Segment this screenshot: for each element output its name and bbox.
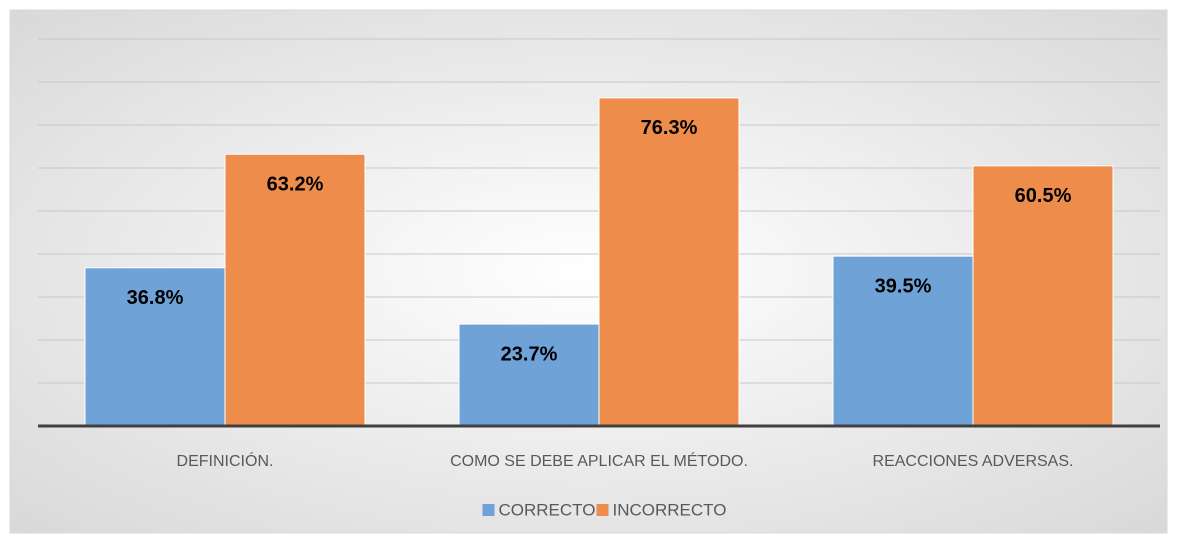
x-tick-label: COMO SE DEBE APLICAR EL MÉTODO. [450,451,748,470]
data-label: 63.2% [267,174,324,196]
data-label: 60.5% [1015,185,1072,207]
x-tick-label: DEFINICIÓN. [177,451,274,470]
data-label: 76.3% [641,117,698,139]
legend-label: INCORRECTO [613,500,727,519]
bar [598,97,740,427]
bar [84,267,226,427]
data-label: 23.7% [501,343,558,365]
legend-swatch [596,504,609,516]
bar [832,255,974,427]
legend-label: CORRECTO [499,500,596,519]
bar [972,165,1114,427]
bar [458,323,600,427]
data-label: 39.5% [875,275,932,297]
legend-swatch [482,504,495,516]
x-tick-label: REACCIONES ADVERSAS. [873,453,1074,470]
data-label: 36.8% [127,287,184,309]
